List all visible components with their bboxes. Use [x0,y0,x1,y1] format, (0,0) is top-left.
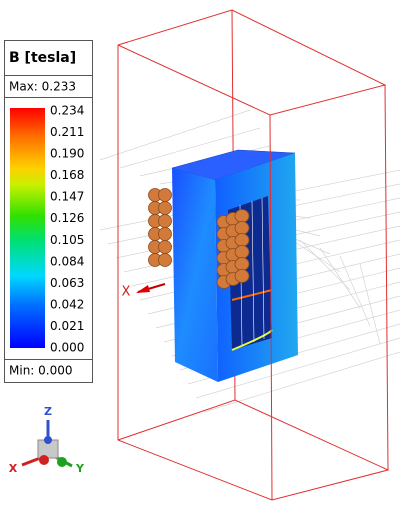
grid-line [319,247,361,309]
coil-turn [158,214,172,228]
scene-axis-label: X [122,285,131,300]
legend: B [tesla] Max: 0.233 0.234 0.211 0.190 0.16… [4,40,93,383]
grid-line [203,351,400,413]
legend-tick-label: 0.042 [50,297,84,311]
grid-line [119,127,261,169]
legend-tick-label: 0.147 [50,190,84,204]
coil-turn [234,257,250,271]
legend-tick-label: 0.105 [50,233,84,247]
legend-tick-label: 0.234 [50,104,84,118]
legend-tick-label: 0.168 [50,168,84,182]
legend-min: Min: 0.000 [9,364,73,378]
coil-turn [234,245,250,259]
grid-line [99,109,251,161]
legend-max: Max: 0.233 [9,80,76,94]
coil [148,188,172,267]
coil-turn [158,201,172,215]
legend-title: B [tesla] [9,50,76,66]
coil-turn [158,188,172,202]
grid-line [299,239,351,291]
coil-turn [234,221,250,235]
coil [216,209,250,289]
triad-x: X [9,462,18,475]
grid-line [359,263,381,345]
coil-turn [234,269,250,283]
axis-triad: Z X Y [9,405,85,475]
coil-turn [234,209,250,223]
coil-turn [158,253,172,267]
triad-z: Z [44,405,52,418]
legend-tick-label: 0.084 [50,254,84,268]
axis-arrow-head [136,285,150,293]
coil-turn [158,240,172,254]
coil-turn [234,233,250,247]
coil-turn [158,227,172,241]
legend-tick-label: 0.190 [50,147,84,161]
legend-tick-label: 0.211 [50,125,84,139]
triad-y: Y [75,462,85,475]
grid-line [195,337,400,399]
color-bar [10,108,45,348]
legend-tick-label: 0.000 [50,341,84,355]
region-box-front [269,114,273,501]
legend-tick-label: 0.021 [50,319,84,333]
legend-tick-label: 0.126 [50,211,84,225]
grid-line [339,255,371,327]
legend-tick-label: 0.063 [50,276,84,290]
